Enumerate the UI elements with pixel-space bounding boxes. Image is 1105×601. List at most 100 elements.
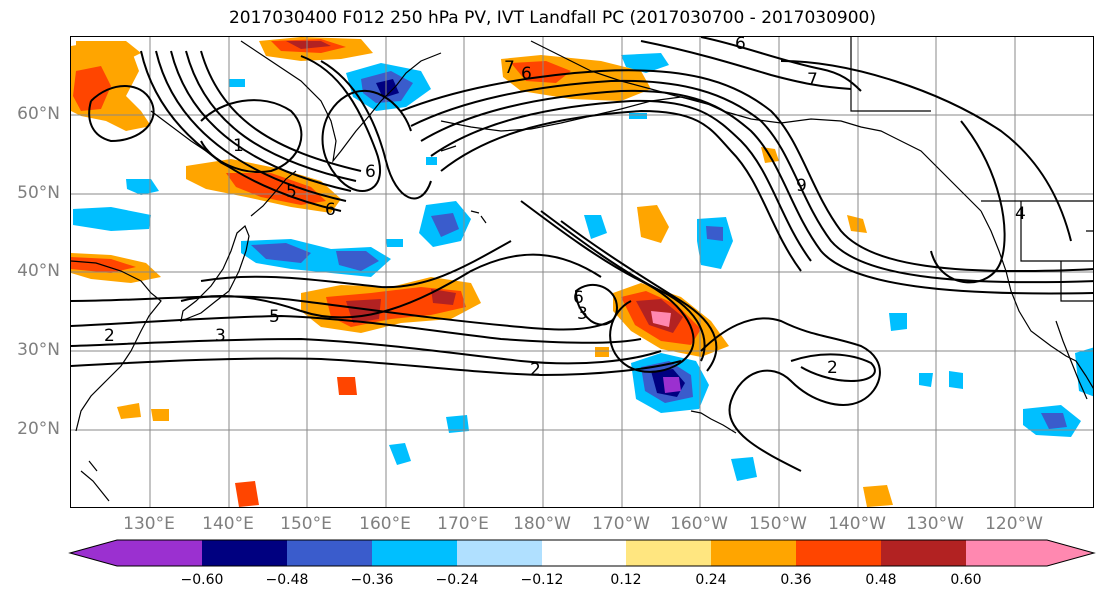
contour-loop-6 xyxy=(300,55,412,192)
contour-label-3-trough: 3 xyxy=(577,304,588,324)
contour-ridge xyxy=(780,60,1072,242)
graticule xyxy=(71,37,1093,507)
contour-trough-2 xyxy=(540,210,706,362)
anomaly-positive-mid1 xyxy=(637,205,669,243)
lon-label-170e: 170°E xyxy=(437,514,489,534)
coastline-north-america xyxy=(980,210,1093,389)
contour-jet-north-3 xyxy=(420,89,1093,295)
anomaly-negative-east1-core xyxy=(706,226,723,241)
lon-label-140w: 140°W xyxy=(828,514,886,534)
contour-label-2-west: 2 xyxy=(104,326,115,346)
contour-trough-3 xyxy=(560,220,718,372)
anomaly-positive-jet-west-core xyxy=(226,173,326,205)
colorbar-bin-8 xyxy=(711,540,796,566)
contour-label-5-north: 5 xyxy=(286,182,297,202)
colorbar-bin-7 xyxy=(626,540,711,566)
contour-label-1: 1 xyxy=(233,136,244,156)
anomaly-positive-12n-west xyxy=(235,481,259,507)
colorbar-bin-6 xyxy=(542,540,626,566)
colorbar-arrow-right xyxy=(1047,540,1094,566)
anomaly-positive-12n-east xyxy=(863,485,893,507)
contour-east-2 xyxy=(790,353,876,383)
anomaly-positive-dipole-max xyxy=(651,311,671,327)
colorbar-arrow-left xyxy=(70,540,117,566)
contour-subtropical-2 xyxy=(71,314,642,344)
contour-jet-north-1 xyxy=(400,69,1093,273)
contour-west-loop-2 xyxy=(88,85,155,143)
lat-label-60n: 60°N xyxy=(17,104,60,124)
contour-label-9: 9 xyxy=(796,176,807,196)
anomaly-negative-mid2 xyxy=(584,215,607,239)
contour-label-4: 4 xyxy=(1015,204,1026,224)
colorbar-tick-neg048: −0.48 xyxy=(265,572,309,588)
colorbar-bin-10 xyxy=(881,540,966,566)
coastline-baja xyxy=(1055,320,1088,400)
colorbar-tick-pos024: 0.24 xyxy=(695,572,727,588)
contour-label-2-mid: 2 xyxy=(530,360,541,380)
lat-label-20n: 20°N xyxy=(17,419,60,439)
contour-mid-wave-2 xyxy=(200,240,512,289)
contour-mid-wave xyxy=(180,253,602,319)
anomaly-negative-30n-east1 xyxy=(889,313,907,331)
contour-trough-1 xyxy=(520,200,695,373)
contour-jet-north-5 xyxy=(440,109,802,272)
colorbar-bin-5 xyxy=(457,540,542,566)
contour-east-loop xyxy=(930,120,1006,284)
lon-label-120w: 120°W xyxy=(985,514,1043,534)
map-panel: 1 5 6 6 7 6 6 7 9 4 2 3 5 6 3 2 2 xyxy=(70,36,1094,508)
colorbar-tick-neg024: −0.24 xyxy=(435,572,479,588)
anomaly-positive-bering-core xyxy=(511,61,571,83)
contour-subtropical-1 xyxy=(71,295,612,331)
contour-subtropical-4 xyxy=(71,357,682,377)
map-title: 2017030400 F012 250 hPa PV, IVT Landfall… xyxy=(228,8,876,28)
border-us-states xyxy=(1060,230,1093,302)
anomaly-positive-30n-small xyxy=(595,347,609,357)
contour-east-pacific xyxy=(700,317,881,472)
colorbar-tick-pos060: 0.60 xyxy=(950,572,982,588)
lon-label-140e: 140°E xyxy=(202,514,254,534)
contours xyxy=(71,37,1093,472)
anomaly-negative-25n-east2 xyxy=(949,371,963,389)
anomaly-negative-52n xyxy=(426,157,437,165)
anomaly-positive-35n-max2 xyxy=(431,289,456,305)
contour-labels: 1 5 6 6 7 6 6 7 9 4 2 3 5 6 3 2 2 xyxy=(104,37,1026,380)
lon-label-160e: 160°E xyxy=(359,514,411,534)
contour-trough-inner xyxy=(574,283,618,326)
contour-arc-4 xyxy=(185,50,357,182)
anomaly-positive-top-max xyxy=(286,41,331,49)
anomaly-negative-bering xyxy=(621,53,669,73)
colorbar-bin-11 xyxy=(966,540,1047,566)
anomaly-negative-kamchatka-max xyxy=(376,79,399,98)
lon-label-180w: 180°W xyxy=(513,514,571,534)
lat-label-40n: 40°N xyxy=(17,261,60,281)
colorbar-tick-pos048: 0.48 xyxy=(865,572,897,588)
lon-label-170w: 170°W xyxy=(592,514,650,534)
anomaly-negative-170e-core xyxy=(431,213,459,237)
contour-label-2-east: 2 xyxy=(827,358,838,378)
anomaly-negative-40n-core2 xyxy=(336,251,379,271)
contour-label-7-bering: 7 xyxy=(504,58,515,78)
contour-loop-7 xyxy=(320,60,432,200)
coastline-asia xyxy=(71,260,162,432)
map-plot: 1 5 6 6 7 6 6 7 9 4 2 3 5 6 3 2 2 xyxy=(71,37,1093,507)
contour-upper-east xyxy=(700,37,862,92)
contour-label-7-alaska: 7 xyxy=(807,70,818,90)
anomaly-positive-nw-core xyxy=(73,66,111,111)
anomaly-positive-25n-west xyxy=(337,377,357,395)
lat-label-50n: 50°N xyxy=(17,183,60,203)
coastline-kamchatka xyxy=(240,40,442,164)
anomaly-negative-20n-east-core xyxy=(1041,413,1067,429)
contour-arc-2 xyxy=(155,50,347,202)
contour-label-3-west: 3 xyxy=(215,326,226,346)
coastline-philippines xyxy=(80,460,110,502)
contour-jet-north-4 xyxy=(430,99,812,262)
contour-west-loop-1 xyxy=(200,99,303,173)
colorbar-bin-3 xyxy=(287,540,372,566)
contour-label-6-top: 6 xyxy=(735,37,746,54)
anomaly-negative-west2 xyxy=(126,179,159,195)
colorbar-outline xyxy=(68,539,1096,567)
anomaly-negative-15n xyxy=(731,457,757,481)
colorbar-tick-pos012: 0.12 xyxy=(610,572,642,588)
colorbar-bin-2 xyxy=(202,540,287,566)
